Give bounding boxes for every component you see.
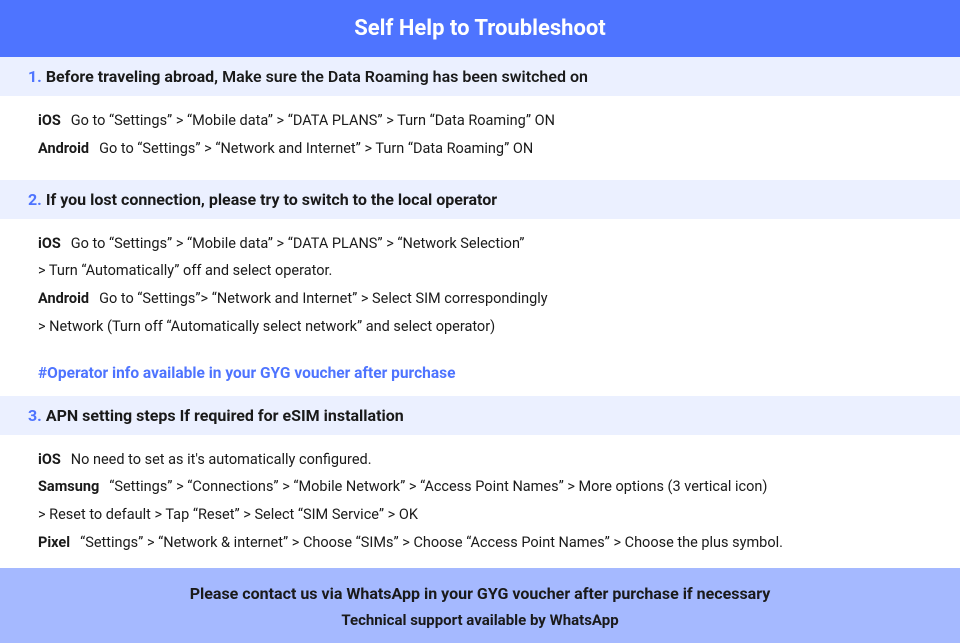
os-label: Pixel: [38, 534, 70, 551]
section-2-lead: If you lost connection, please try to sw…: [46, 190, 497, 209]
section-1-header: 1. Before traveling abroad, Make sure th…: [0, 57, 960, 96]
section-1-lead: Before traveling abroad,: [46, 67, 218, 86]
instruction-row: iOS No need to set as it's automatically …: [38, 449, 932, 471]
os-label: iOS: [38, 235, 61, 252]
section-1-body: iOS Go to “Settings” > “Mobile data” > “D…: [0, 96, 960, 174]
footer-line2: Technical support available by WhatsApp: [0, 611, 960, 629]
section-3-body: iOS No need to set as it's automatically …: [0, 435, 960, 568]
instruction-text: No need to set as it's automatically con…: [71, 451, 372, 468]
instruction-continuation: > Reset to default > Tap “Reset” > Selec…: [38, 504, 932, 526]
section-2-number: 2.: [28, 190, 42, 209]
instruction-continuation: > Turn “Automatically” off and select op…: [38, 260, 932, 282]
os-label: iOS: [38, 112, 61, 129]
section-3-number: 3.: [28, 406, 42, 425]
instruction-text: Go to “Settings”> “Network and Internet”…: [99, 290, 548, 307]
section-2-body: iOS Go to “Settings” > “Mobile data” > “D…: [0, 219, 960, 358]
section-3-lead: APN setting steps If required for eSIM i…: [46, 406, 404, 425]
footer: Please contact us via WhatsApp in your G…: [0, 568, 960, 643]
instruction-row: iOS Go to “Settings” > “Mobile data” > “D…: [38, 233, 932, 255]
instruction-row: Android Go to “Settings”> “Network and In…: [38, 288, 932, 310]
section-1-rest: Make sure the Data Roaming has been swit…: [218, 67, 588, 86]
section-2-note: #Operator info available in your GYG vou…: [0, 358, 960, 396]
os-label: Samsung: [38, 478, 99, 495]
instruction-row: iOS Go to “Settings” > “Mobile data” > “D…: [38, 110, 932, 132]
instruction-text: Go to “Settings” > “Network and Internet…: [99, 140, 533, 157]
section-2-header: 2. If you lost connection, please try to…: [0, 180, 960, 219]
instruction-row: Android Go to “Settings” > “Network and I…: [38, 138, 932, 160]
section-3-header: 3. APN setting steps If required for eSI…: [0, 396, 960, 435]
instruction-text: “Settings” > “Network & internet” > Choo…: [80, 534, 783, 551]
instruction-text: “Settings” > “Connections” > “Mobile Net…: [109, 478, 767, 495]
footer-line1: Please contact us via WhatsApp in your G…: [0, 584, 960, 603]
instruction-row: Samsung “Settings” > “Connections” > “Mob…: [38, 476, 932, 498]
instruction-text: Go to “Settings” > “Mobile data” > “DATA…: [71, 112, 555, 129]
section-1-number: 1.: [28, 67, 42, 86]
os-label: Android: [38, 140, 89, 157]
page-title: Self Help to Troubleshoot: [0, 0, 960, 57]
os-label: iOS: [38, 451, 61, 468]
instruction-continuation: > Network (Turn off “Automatically selec…: [38, 316, 932, 338]
instruction-text: Go to “Settings” > “Mobile data” > “DATA…: [71, 235, 525, 252]
instruction-row: Pixel “Settings” > “Network & internet” >…: [38, 532, 932, 554]
os-label: Android: [38, 290, 89, 307]
